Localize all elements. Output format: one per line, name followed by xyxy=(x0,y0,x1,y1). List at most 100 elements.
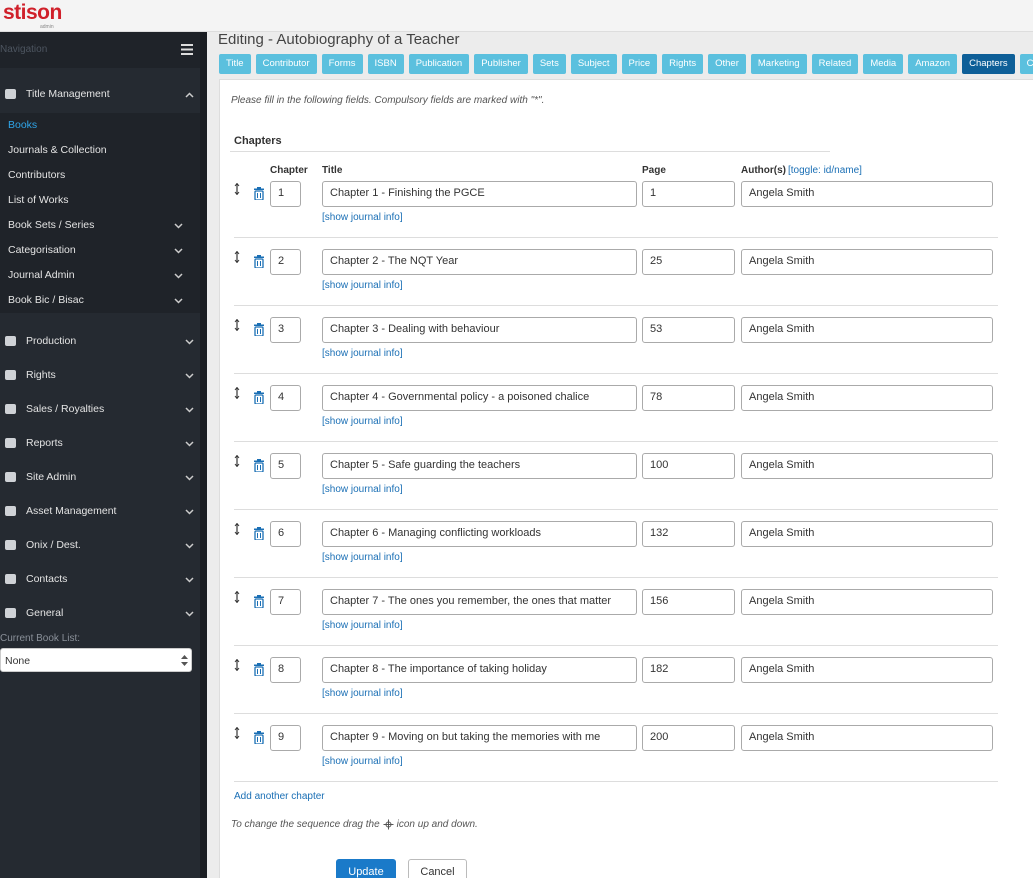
tab[interactable]: Rights xyxy=(662,54,704,74)
nav-item[interactable]: Journals & Collection xyxy=(0,138,200,163)
tab[interactable]: Forms xyxy=(321,54,363,74)
update-button[interactable]: Update xyxy=(336,859,396,878)
author-input[interactable]: Angela Smith xyxy=(741,589,993,615)
nav-section[interactable]: General xyxy=(0,596,200,630)
page-input[interactable]: 200 xyxy=(642,725,735,751)
nav-section[interactable]: Onix / Dest. xyxy=(0,528,200,562)
chapter-title-input[interactable]: Chapter 8 - The importance of taking hol… xyxy=(322,657,637,683)
chapter-number-input[interactable]: 2 xyxy=(270,249,301,275)
nav-item[interactable]: Book Sets / Series xyxy=(0,213,200,238)
delete-icon[interactable] xyxy=(253,323,265,336)
nav-section[interactable]: Production xyxy=(0,324,200,358)
author-input[interactable]: Angela Smith xyxy=(741,657,993,683)
drag-handle[interactable] xyxy=(234,251,240,263)
page-input[interactable]: 182 xyxy=(642,657,735,683)
nav-item[interactable]: Book Bic / Bisac xyxy=(0,288,200,313)
delete-icon[interactable] xyxy=(253,459,265,472)
nav-item[interactable]: Books xyxy=(0,113,200,138)
author-input[interactable]: Angela Smith xyxy=(741,249,993,275)
delete-icon[interactable] xyxy=(253,731,265,744)
chapter-number-input[interactable]: 9 xyxy=(270,725,301,751)
add-chapter-link[interactable]: Add another chapter xyxy=(234,791,325,802)
tab[interactable]: Related xyxy=(811,54,859,74)
chapter-number-input[interactable]: 8 xyxy=(270,657,301,683)
page-input[interactable]: 156 xyxy=(642,589,735,615)
tab[interactable]: Ch xyxy=(1019,54,1033,74)
page-input[interactable]: 1 xyxy=(642,181,735,207)
delete-icon[interactable] xyxy=(253,255,265,268)
chapter-number-input[interactable]: 7 xyxy=(270,589,301,615)
toggle-link[interactable]: [toggle: id/name] xyxy=(788,165,862,176)
chapter-title-input[interactable]: Chapter 5 - Safe guarding the teachers xyxy=(322,453,637,479)
page-input[interactable]: 53 xyxy=(642,317,735,343)
page-input[interactable]: 78 xyxy=(642,385,735,411)
drag-handle[interactable] xyxy=(234,659,240,671)
tab[interactable]: Marketing xyxy=(750,54,807,74)
journal-info-link[interactable]: [show journal info] xyxy=(322,416,403,427)
book-list-select[interactable]: None xyxy=(0,648,192,672)
tab[interactable]: Amazon xyxy=(908,54,958,74)
drag-handle[interactable] xyxy=(234,387,240,399)
nav-section[interactable]: Asset Management xyxy=(0,494,200,528)
journal-info-link[interactable]: [show journal info] xyxy=(322,756,403,767)
chapter-number-input[interactable]: 6 xyxy=(270,521,301,547)
delete-icon[interactable] xyxy=(253,391,265,404)
drag-handle[interactable] xyxy=(234,455,240,467)
journal-info-link[interactable]: [show journal info] xyxy=(322,348,403,359)
tab[interactable]: Sets xyxy=(532,54,566,74)
menu-toggle[interactable] xyxy=(181,44,193,55)
cancel-button[interactable]: Cancel xyxy=(408,859,467,878)
nav-section[interactable]: Rights xyxy=(0,358,200,392)
journal-info-link[interactable]: [show journal info] xyxy=(322,688,403,699)
nav-item[interactable]: Journal Admin xyxy=(0,263,200,288)
page-input[interactable]: 132 xyxy=(642,521,735,547)
author-input[interactable]: Angela Smith xyxy=(741,181,993,207)
author-input[interactable]: Angela Smith xyxy=(741,521,993,547)
logo[interactable]: stison xyxy=(3,1,62,24)
tab[interactable]: Price xyxy=(621,54,658,74)
drag-handle[interactable] xyxy=(234,183,240,195)
chapter-title-input[interactable]: Chapter 9 - Moving on but taking the mem… xyxy=(322,725,637,751)
tab[interactable]: Subject xyxy=(570,54,617,74)
tab[interactable]: Chapters xyxy=(962,54,1015,74)
delete-icon[interactable] xyxy=(253,187,265,200)
delete-icon[interactable] xyxy=(253,527,265,540)
chapter-title-input[interactable]: Chapter 7 - The ones you remember, the o… xyxy=(322,589,637,615)
author-input[interactable]: Angela Smith xyxy=(741,725,993,751)
journal-info-link[interactable]: [show journal info] xyxy=(322,280,403,291)
delete-icon[interactable] xyxy=(253,663,265,676)
author-input[interactable]: Angela Smith xyxy=(741,385,993,411)
journal-info-link[interactable]: [show journal info] xyxy=(322,620,403,631)
nav-item[interactable]: List of Works xyxy=(0,188,200,213)
drag-handle[interactable] xyxy=(234,591,240,603)
chapter-title-input[interactable]: Chapter 2 - The NQT Year xyxy=(322,249,637,275)
journal-info-link[interactable]: [show journal info] xyxy=(322,552,403,563)
nav-section[interactable]: Site Admin xyxy=(0,460,200,494)
chapter-title-input[interactable]: Chapter 6 - Managing conflicting workloa… xyxy=(322,521,637,547)
drag-handle[interactable] xyxy=(234,727,240,739)
nav-section[interactable]: Reports xyxy=(0,426,200,460)
tab[interactable]: Other xyxy=(708,54,746,74)
author-input[interactable]: Angela Smith xyxy=(741,453,993,479)
page-input[interactable]: 25 xyxy=(642,249,735,275)
chapter-title-input[interactable]: Chapter 1 - Finishing the PGCE xyxy=(322,181,637,207)
delete-icon[interactable] xyxy=(253,595,265,608)
tab[interactable]: ISBN xyxy=(367,54,404,74)
nav-section[interactable]: Contacts xyxy=(0,562,200,596)
tab[interactable]: Publication xyxy=(408,54,470,74)
drag-handle[interactable] xyxy=(234,319,240,331)
page-input[interactable]: 100 xyxy=(642,453,735,479)
chapter-number-input[interactable]: 5 xyxy=(270,453,301,479)
tab[interactable]: Title xyxy=(219,54,251,74)
nav-item[interactable]: Contributors xyxy=(0,163,200,188)
drag-handle[interactable] xyxy=(234,523,240,535)
chapter-number-input[interactable]: 3 xyxy=(270,317,301,343)
journal-info-link[interactable]: [show journal info] xyxy=(322,212,403,223)
chapter-number-input[interactable]: 1 xyxy=(270,181,301,207)
journal-info-link[interactable]: [show journal info] xyxy=(322,484,403,495)
tab[interactable]: Media xyxy=(863,54,904,74)
nav-item[interactable]: Categorisation xyxy=(0,238,200,263)
chapter-title-input[interactable]: Chapter 4 - Governmental policy - a pois… xyxy=(322,385,637,411)
nav-section[interactable]: Title Management xyxy=(0,77,200,111)
chapter-title-input[interactable]: Chapter 3 - Dealing with behaviour xyxy=(322,317,637,343)
